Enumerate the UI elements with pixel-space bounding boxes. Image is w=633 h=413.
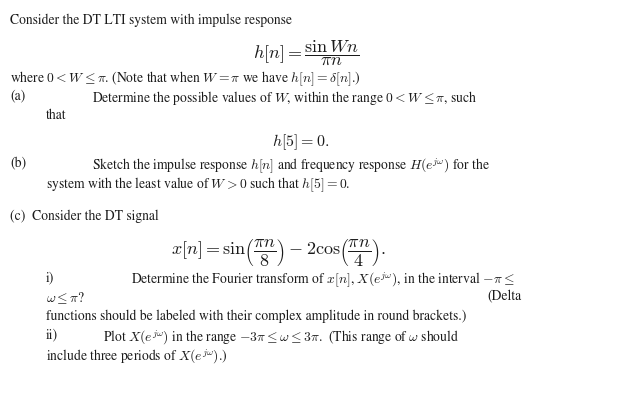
Text: Determine the possible values of $W$, within the range $0 < W \leq \pi$, such: Determine the possible values of $W$, wi… bbox=[92, 89, 477, 107]
Text: functions should be labeled with their complex amplitude in round brackets.): functions should be labeled with their c… bbox=[46, 309, 466, 322]
Text: $h[5] = 0.$: $h[5] = 0.$ bbox=[272, 132, 329, 152]
Text: that: that bbox=[46, 108, 66, 121]
Text: (a): (a) bbox=[10, 89, 25, 102]
Text: (c)  Consider the DT signal: (c) Consider the DT signal bbox=[10, 209, 159, 222]
Text: $x[n] = \sin\!\left(\dfrac{\pi n}{8}\right) - 2\cos\!\left(\dfrac{\pi n}{4}\righ: $x[n] = \sin\!\left(\dfrac{\pi n}{8}\rig… bbox=[171, 236, 385, 267]
Text: $h[n] = \dfrac{\sin Wn}{\pi n}$: $h[n] = \dfrac{\sin Wn}{\pi n}$ bbox=[253, 38, 360, 67]
Text: Sketch the impulse response $h[n]$ and frequency response $H(e^{j\omega})$ for t: Sketch the impulse response $h[n]$ and f… bbox=[92, 156, 490, 175]
Text: i): i) bbox=[46, 271, 54, 284]
Text: (b): (b) bbox=[10, 156, 26, 169]
Text: (Delta: (Delta bbox=[487, 290, 522, 303]
Text: Plot $X(e^{j\omega})$ in the range $-3\pi \leq \omega \leq 3\pi$.  (This range o: Plot $X(e^{j\omega})$ in the range $-3\p… bbox=[103, 328, 458, 346]
Text: Consider the DT LTI system with impulse response: Consider the DT LTI system with impulse … bbox=[10, 13, 292, 26]
Text: ii): ii) bbox=[46, 328, 58, 341]
Text: Determine the Fourier transform of $x[n]$, $X(e^{j\omega})$, in the interval $-\: Determine the Fourier transform of $x[n]… bbox=[131, 271, 515, 290]
Text: $\omega \leq \pi$?: $\omega \leq \pi$? bbox=[46, 290, 85, 305]
Text: where $0 < W \leq \pi$. (Note that when $W = \pi$ we have $h[n] = \delta[n]$.): where $0 < W \leq \pi$. (Note that when … bbox=[10, 69, 361, 88]
Text: include three periods of $X(e^{j\omega})$.): include three periods of $X(e^{j\omega})… bbox=[46, 347, 227, 365]
Text: system with the least value of $W > 0$ such that $h[5] = 0$.: system with the least value of $W > 0$ s… bbox=[46, 175, 350, 194]
